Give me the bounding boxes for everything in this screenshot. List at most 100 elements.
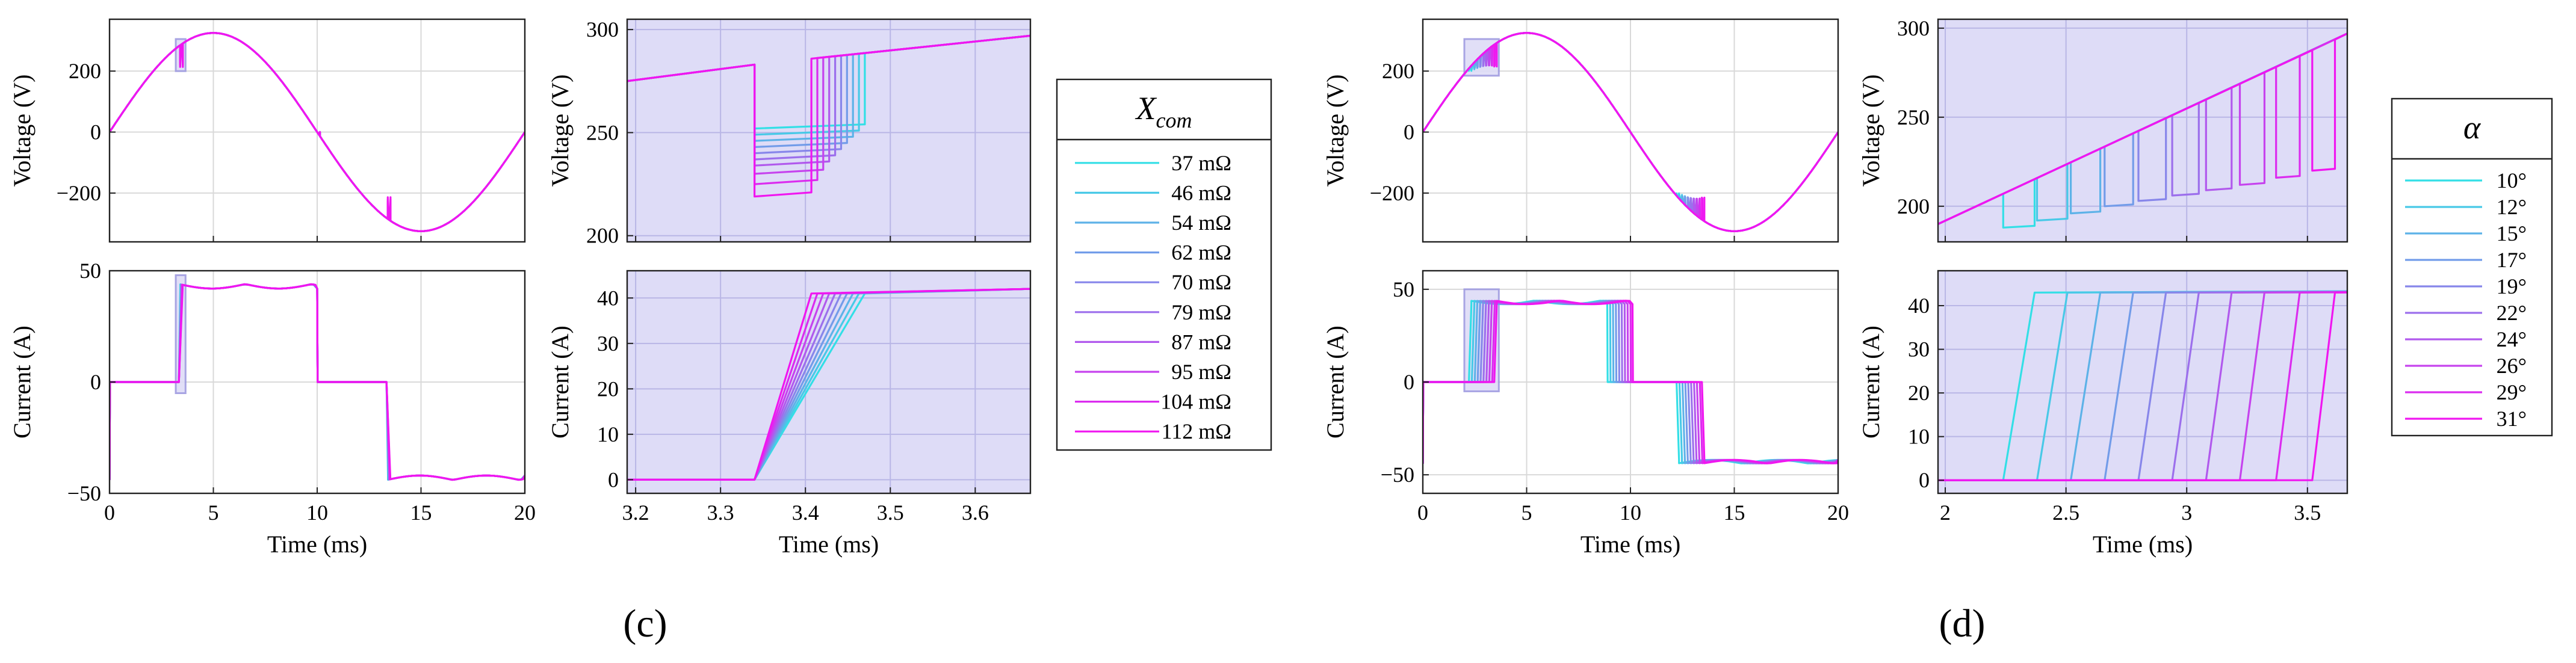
x-tick-label: 3.4 — [792, 501, 819, 525]
x-tick-label: 5 — [1522, 501, 1532, 525]
x-tick-label: 3.5 — [877, 501, 904, 525]
series-group — [1938, 32, 2347, 229]
y-tick-label: 0 — [90, 370, 101, 394]
y-tick-label: 250 — [586, 120, 619, 144]
legend-entry-label: 62 mΩ — [1171, 241, 1231, 265]
legend-entry-label: 79 mΩ — [1171, 300, 1231, 324]
x-tick-label: 10 — [306, 501, 328, 525]
y-tick-label: 0 — [1919, 468, 1930, 492]
y-tick-label: −200 — [57, 181, 101, 205]
chart-c-voltage: −200 0 200 Voltage (V) — [8, 18, 526, 243]
y-tick-label: 200 — [1382, 59, 1414, 83]
legend-entry-label: 26° — [2497, 354, 2527, 378]
legend-c: Xcom 37 mΩ 46 mΩ 54 mΩ 62 mΩ 70 mΩ 79 mΩ 87 mΩ 9… — [1056, 78, 1272, 451]
y-axis-label: Voltage (V) — [8, 75, 36, 187]
y-tick-label: 0 — [1404, 120, 1414, 144]
x-tick-label: 10 — [1620, 501, 1641, 525]
y-tick-label: 40 — [597, 286, 619, 310]
legend-entry-label: 46 mΩ — [1171, 180, 1231, 205]
chart-c-current-zoom: 3.2 3.3 3.4 3.5 3.6 0 10 20 30 40 Current (A) Time … — [546, 270, 1032, 558]
y-tick-label: 0 — [90, 120, 101, 144]
series-line-d-voltage-zoom-31 — [1938, 32, 2347, 225]
x-axis-label: Time (ms) — [1581, 531, 1680, 558]
legend-entry-label: 12° — [2497, 195, 2527, 219]
legend-entry-label: 24° — [2497, 327, 2527, 351]
legend-entry-label: 37 mΩ — [1171, 151, 1231, 175]
chart-d-current-zoom: 2 2.5 3 3.5 0 10 20 30 40 Current (A) Time (ms) — [1857, 270, 2348, 558]
y-tick-label: 50 — [1393, 277, 1414, 301]
series-line-c-current-zoom-112 — [627, 288, 1030, 481]
y-tick-label: 300 — [586, 17, 619, 42]
legend-entry-label: 17° — [2497, 248, 2527, 272]
legend-entry-label: 15° — [2497, 221, 2527, 245]
y-axis-label: Voltage (V) — [546, 75, 574, 187]
x-tick-label: 3.6 — [962, 501, 989, 525]
legend-entry-label: 19° — [2497, 274, 2527, 298]
series-group — [110, 32, 525, 232]
y-axis-label: Voltage (V) — [1322, 75, 1349, 187]
legend-title-main: α — [2463, 109, 2482, 146]
legend-title: α — [2463, 109, 2482, 146]
series-group — [1938, 290, 2347, 481]
y-tick-label: 250 — [1897, 105, 1930, 129]
plot-background — [1938, 19, 2347, 242]
y-axis-label: Current (A) — [1322, 325, 1349, 439]
y-tick-label: −50 — [1381, 463, 1414, 487]
legend-title-subscript: com — [1156, 108, 1192, 132]
x-tick-label: 3.5 — [2294, 501, 2321, 525]
series-line-c-current-112 — [110, 283, 525, 481]
legend-entry-label: 112 mΩ — [1162, 419, 1231, 443]
legend-entry-label: 31° — [2497, 407, 2527, 431]
y-tick-label: 20 — [1908, 381, 1930, 405]
y-tick-label: 200 — [69, 59, 101, 83]
legend-box — [1056, 78, 1272, 451]
y-axis-label: Current (A) — [8, 325, 36, 439]
x-tick-label: 15 — [410, 501, 432, 525]
chart-c-voltage-zoom: 200 250 300 Voltage (V) — [546, 17, 1032, 248]
legend-d: α 10°12°15° 17°19° 22°24° 26°29° 31° — [2391, 97, 2553, 437]
series-group — [1423, 32, 1838, 232]
x-axis-label: Time (ms) — [2093, 531, 2193, 558]
x-tick-label: 20 — [514, 501, 536, 525]
y-tick-label: −200 — [1370, 181, 1414, 205]
legend-title-main: X — [1135, 90, 1157, 126]
series-group — [1423, 300, 1838, 464]
series-group — [110, 283, 525, 481]
x-axis-label: Time (ms) — [267, 531, 367, 558]
x-tick-label: 3 — [2181, 501, 2192, 525]
panel-label-c: (c) — [623, 602, 667, 646]
x-tick-label: 2 — [1940, 501, 1951, 525]
legend-entry-label: 95 mΩ — [1171, 360, 1231, 384]
y-axis-label: Voltage (V) — [1857, 75, 1884, 187]
y-tick-label: 30 — [597, 332, 619, 356]
series-line-c-voltage-112 — [110, 32, 525, 232]
chart-d-voltage: −200 0 200 Voltage (V) — [1322, 18, 1839, 243]
legend-title: Xcom — [1135, 90, 1192, 132]
x-tick-label: 0 — [104, 501, 115, 525]
y-axis-label: Current (A) — [1857, 325, 1884, 439]
x-tick-label: 3.2 — [622, 501, 649, 525]
x-tick-label: 20 — [1827, 501, 1849, 525]
y-tick-label: 40 — [1908, 294, 1930, 318]
legend-entry-label: 10° — [2497, 168, 2527, 193]
x-tick-label: 15 — [1724, 501, 1745, 525]
plot-background — [1938, 271, 2347, 493]
legend-entry-label: 87 mΩ — [1171, 330, 1231, 354]
x-axis-label: Time (ms) — [779, 531, 879, 558]
legend-entry-label: 22° — [2497, 301, 2527, 325]
plot-background — [627, 271, 1030, 493]
x-tick-label: 3.3 — [707, 501, 734, 525]
y-tick-label: 20 — [597, 377, 619, 401]
y-tick-label: 30 — [1908, 338, 1930, 362]
panel-label-d: (d) — [1939, 602, 1986, 646]
plot-frame — [1937, 18, 2348, 243]
y-tick-label: 0 — [608, 467, 619, 492]
plot-frame — [626, 270, 1032, 495]
y-tick-label: 300 — [1897, 16, 1930, 40]
y-tick-label: 200 — [1897, 194, 1930, 218]
series-line-d-current-31 — [1423, 300, 1838, 464]
y-tick-label: 50 — [79, 259, 101, 283]
x-tick-label: 0 — [1417, 501, 1428, 525]
legend-entry-label: 104 mΩ — [1160, 390, 1231, 414]
